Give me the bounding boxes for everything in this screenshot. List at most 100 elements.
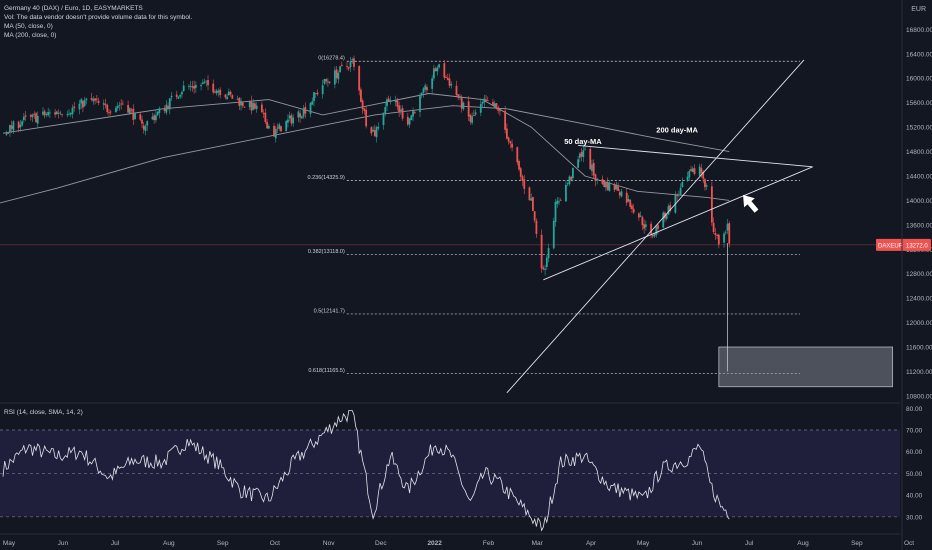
candle-body — [558, 201, 560, 203]
candle-body — [641, 217, 644, 226]
candle-body — [287, 119, 289, 123]
candle-body — [118, 105, 121, 107]
candle-body — [577, 159, 579, 168]
candle-body — [49, 112, 51, 114]
candle-body — [653, 233, 656, 237]
rsi-tick-label: 50.00 — [906, 471, 923, 478]
candle-body — [530, 198, 533, 201]
candle-body — [224, 94, 227, 98]
current-price-symbol: DAXEUR — [878, 243, 904, 249]
candle-body — [608, 182, 611, 191]
candle-body — [22, 116, 25, 121]
price-tick-label: 16800.00 — [906, 27, 932, 34]
candle-body — [723, 233, 725, 243]
candle-body — [387, 98, 390, 102]
candle-body — [227, 91, 230, 96]
price-tick-label: 13600.00 — [906, 222, 932, 229]
candle-body — [375, 127, 378, 138]
candle-body — [248, 101, 251, 108]
candle-body — [280, 126, 282, 132]
rsi-tick-label: 60.00 — [906, 449, 923, 456]
candle-body — [571, 167, 574, 179]
candle-body — [59, 112, 62, 114]
candle-body — [545, 257, 548, 268]
candle-body — [127, 105, 129, 113]
candle-body — [175, 94, 178, 97]
candle-body — [497, 107, 500, 111]
candle-body — [578, 153, 581, 158]
candle-body — [505, 128, 508, 139]
candle-body — [285, 120, 288, 132]
candle-body — [422, 88, 425, 93]
candle-body — [266, 121, 268, 129]
candle-body — [511, 143, 513, 148]
time-tick-label: May — [637, 540, 650, 547]
candle-body — [146, 121, 149, 126]
candle-body — [205, 80, 208, 82]
candle-body — [153, 115, 156, 120]
candle-body — [594, 174, 597, 181]
candle-body — [255, 105, 258, 110]
candle-body — [214, 91, 216, 93]
candle-body — [262, 113, 265, 114]
candle-body — [365, 109, 368, 127]
time-tick-label: Jul — [111, 540, 120, 547]
price-tick-label: 12800.00 — [906, 271, 932, 278]
candle-body — [625, 192, 628, 203]
candle-body — [311, 101, 314, 105]
candle-body — [552, 221, 555, 249]
candle-body — [413, 112, 416, 114]
candle-body — [358, 66, 361, 91]
candle-body — [493, 103, 496, 108]
candle-body — [33, 113, 36, 115]
candle-body — [716, 235, 718, 236]
candle-body — [80, 99, 83, 104]
price-tick-label: 12000.00 — [906, 320, 932, 327]
time-tick-label: Jun — [692, 540, 703, 547]
candle-body — [698, 166, 701, 176]
candle-body — [42, 111, 44, 115]
candle-body — [460, 97, 463, 109]
candle-body — [580, 152, 583, 157]
candle-body — [165, 104, 168, 113]
candle-body — [292, 117, 295, 124]
candle-body — [618, 192, 621, 196]
candle-body — [182, 85, 185, 91]
candle-body — [424, 85, 427, 90]
candle-body — [432, 68, 435, 79]
price-tick-label: 11600.00 — [906, 345, 932, 352]
candle-body — [302, 108, 305, 117]
time-tick-label: Mar — [532, 540, 544, 547]
candle-body — [638, 213, 640, 218]
candle-body — [591, 164, 593, 172]
candle-body — [384, 107, 387, 113]
candle-body — [304, 106, 307, 114]
candle-body — [349, 61, 352, 68]
candle-body — [688, 171, 691, 178]
candle-body — [523, 179, 526, 189]
candle-body — [194, 84, 197, 88]
candle-body — [31, 114, 34, 118]
candle-body — [177, 96, 180, 99]
candle-body — [657, 224, 659, 229]
candle-body — [559, 199, 562, 201]
candle-body — [45, 114, 48, 116]
candle-body — [492, 102, 494, 106]
candle-body — [665, 215, 668, 219]
candle-body — [273, 126, 275, 137]
candle-body — [339, 66, 341, 73]
candle-body — [240, 100, 242, 106]
candle-body — [389, 100, 392, 102]
candle-body — [565, 184, 567, 202]
candle-body — [128, 108, 131, 114]
candle-body — [85, 98, 88, 100]
candle-body — [474, 112, 477, 115]
fib-label: 0.382(13118.0) — [308, 249, 345, 255]
candle-body — [446, 77, 449, 80]
candle-body — [620, 191, 623, 197]
candle-body — [297, 111, 300, 118]
candle-body — [236, 99, 239, 101]
time-tick-label: Sep — [217, 540, 229, 547]
candle-body — [260, 104, 263, 113]
